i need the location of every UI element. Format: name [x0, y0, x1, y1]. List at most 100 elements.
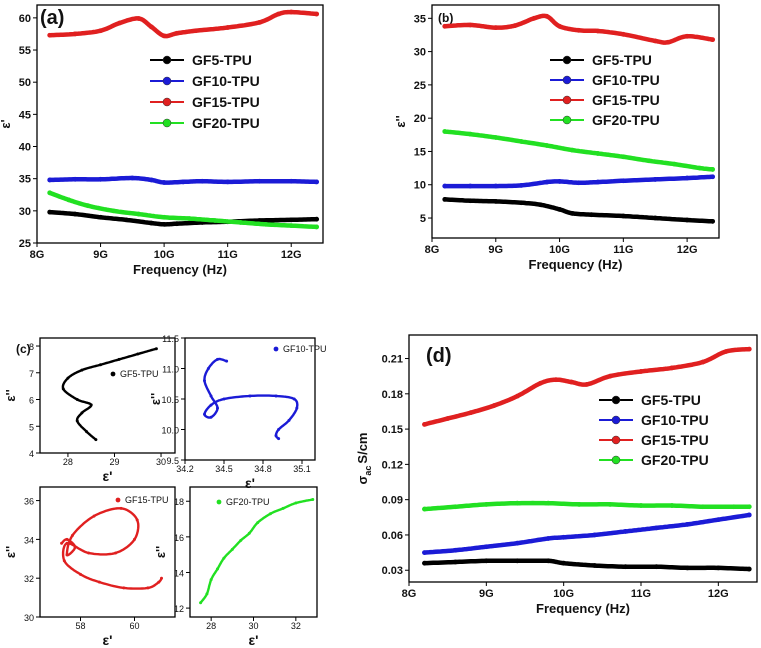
data-point: [518, 183, 524, 188]
legend-marker: [115, 497, 121, 503]
series-line-gf20-tpu: [442, 129, 715, 172]
y-tick-label: 0.09: [382, 495, 403, 507]
data-point: [422, 506, 427, 512]
data-point: [73, 545, 77, 549]
x-tick-label: 9G: [479, 588, 494, 600]
series-line-gf10-tpu: [422, 512, 752, 555]
data-point: [294, 501, 298, 505]
data-point: [638, 503, 644, 508]
data-point: [491, 403, 497, 408]
data-point: [47, 190, 53, 196]
data-point: [518, 139, 524, 144]
data-point: [715, 517, 721, 523]
y-tick-label: 40: [19, 142, 31, 154]
y-tick-label: 0.21: [382, 354, 403, 366]
series-line-gf5-tpu: [422, 558, 752, 572]
data-point: [222, 397, 226, 401]
data-point: [314, 179, 320, 185]
data-point: [277, 428, 281, 431]
data-point: [65, 553, 69, 557]
y-tick-label: 60: [19, 13, 31, 25]
series-line-gf5-tpu: [442, 197, 715, 224]
data-point: [288, 9, 294, 15]
data-point: [239, 538, 243, 542]
data-point: [576, 180, 582, 186]
data-point: [710, 37, 716, 43]
data-point: [544, 13, 550, 19]
data-point: [212, 218, 218, 223]
panel-label: (c): [16, 342, 31, 356]
data-point: [157, 580, 161, 584]
data-point: [652, 177, 658, 182]
data-point: [422, 550, 427, 555]
data-point: [268, 512, 272, 516]
data-point: [685, 565, 690, 571]
data-point: [700, 359, 706, 365]
data-point: [216, 567, 220, 571]
data-point: [669, 365, 675, 371]
data-point: [442, 183, 448, 189]
data-point: [136, 211, 142, 217]
x-tick-label: 34.2: [176, 464, 194, 474]
data-point: [652, 38, 658, 44]
data-point: [161, 214, 167, 220]
data-point: [119, 506, 123, 510]
data-point: [442, 196, 448, 202]
data-point: [493, 25, 499, 31]
y-tick-label: 55: [19, 45, 31, 57]
legend-label: GF20-TPU: [226, 497, 270, 507]
y-tick-label: 10.5: [161, 395, 179, 405]
data-point: [314, 224, 320, 230]
data-point: [589, 212, 594, 218]
panel-label: (d): [426, 345, 452, 367]
chart-panel-c2: 34.2 34.5 34.8 35.1 9.5 10.0 10.5 11.0 11.5 ε' ε''…: [148, 334, 327, 491]
legend-label: GF10-TPU: [641, 412, 709, 428]
data-point: [161, 180, 167, 185]
y-tick-label: 14: [174, 568, 184, 578]
data-point: [248, 394, 252, 398]
data-point: [314, 11, 320, 17]
data-point: [66, 197, 72, 203]
data-point: [199, 178, 205, 184]
y-tick-label: 6: [29, 396, 34, 406]
legend-label: GF10-TPU: [592, 72, 660, 88]
x-axis-title: Frequency (Hz): [133, 262, 227, 277]
data-point: [70, 534, 74, 538]
legend-label: GF5-TPU: [641, 392, 701, 408]
data-point: [288, 178, 294, 184]
y-tick-label: 50: [19, 77, 31, 89]
data-point: [576, 501, 582, 507]
data-point: [544, 179, 550, 185]
legend-label: GF15-TPU: [641, 432, 709, 448]
legend-label: GF15-TPU: [592, 92, 660, 108]
data-point: [483, 544, 489, 550]
legend-marker: [273, 346, 279, 352]
y-tick-label: 18: [174, 497, 184, 507]
data-point: [47, 209, 53, 215]
data-point: [230, 547, 234, 551]
x-tick-label: 29: [109, 457, 119, 467]
data-point: [110, 208, 116, 214]
x-tick-label: 30: [156, 457, 166, 467]
y-tick-label: 5: [29, 422, 34, 432]
legend-label: GF10-TPU: [192, 73, 260, 89]
data-point: [442, 129, 448, 134]
y-tick-label: 30: [414, 47, 426, 59]
x-tick-label: 8G: [30, 249, 45, 261]
data-point: [561, 560, 567, 566]
data-point: [237, 220, 243, 225]
data-point: [746, 504, 752, 510]
data-point: [710, 218, 716, 224]
data-point: [292, 397, 296, 401]
data-point: [98, 214, 103, 220]
x-tick-label: 10G: [553, 588, 574, 600]
data-point: [62, 559, 66, 563]
y-tick-label: 0.15: [382, 424, 403, 436]
data-point: [453, 559, 458, 565]
x-tick-label: 34.8: [254, 464, 272, 474]
series-line-gf10-tpu: [47, 175, 319, 185]
y-tick-label: 11.5: [162, 334, 179, 344]
data-point: [684, 33, 690, 39]
plot-frame: [39, 337, 176, 454]
data-point: [584, 382, 590, 387]
